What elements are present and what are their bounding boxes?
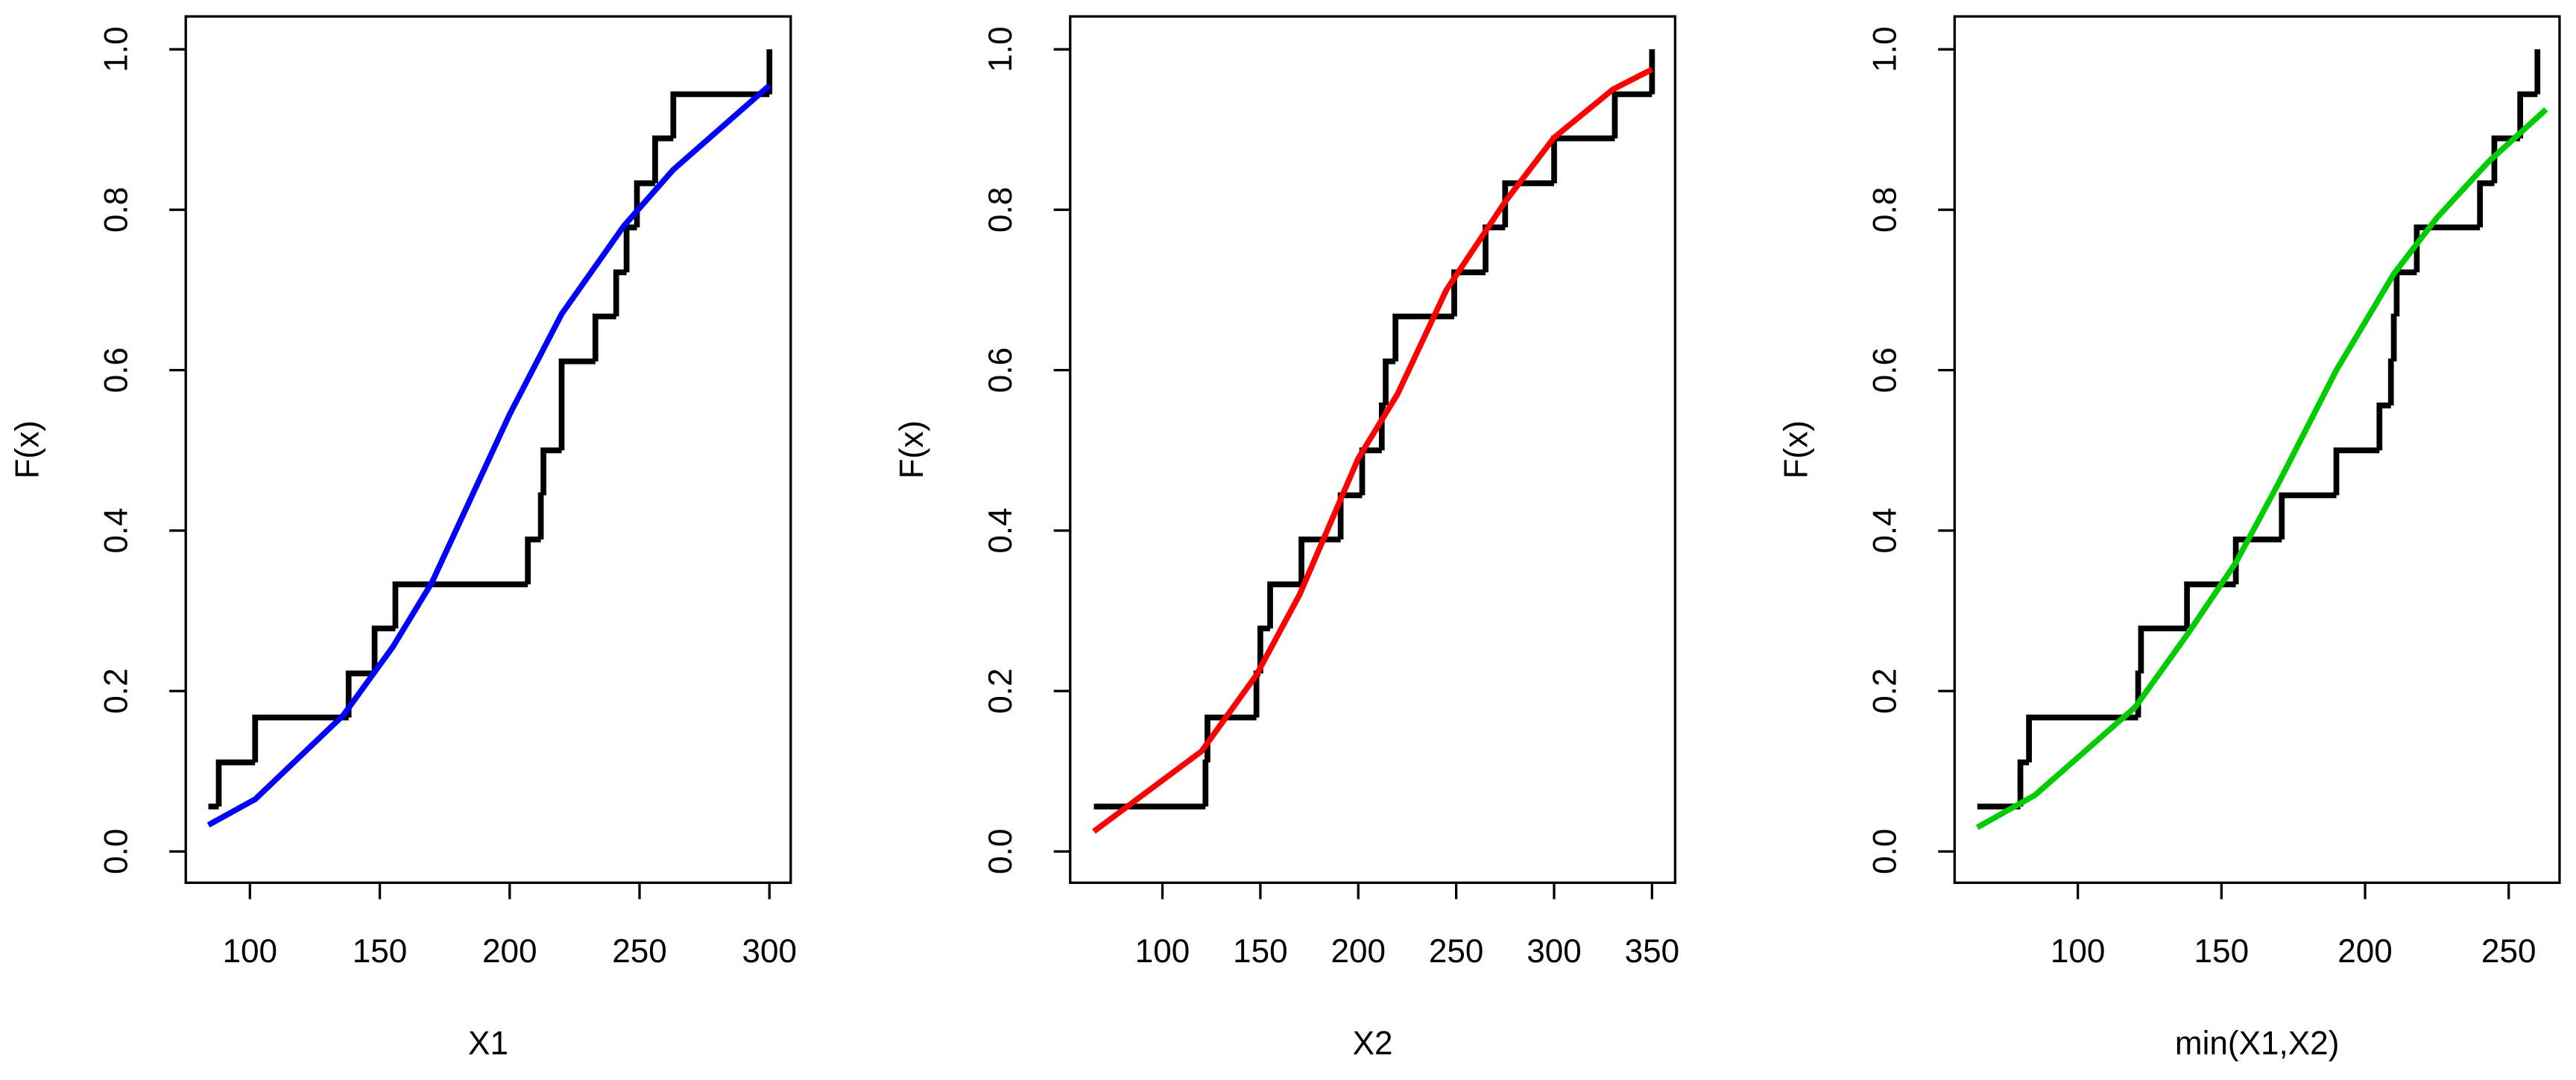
y-axis-label: F(x) [9, 420, 45, 479]
ecdf-step [537, 492, 544, 540]
ecdf-step [1205, 714, 1257, 762]
fit-line [1975, 107, 2548, 830]
ecdf-step [1359, 447, 1382, 496]
x-tick-label: 150 [2194, 933, 2250, 970]
y-tick-label: 0.6 [1867, 347, 1904, 393]
ecdf-step [525, 536, 541, 584]
ecdf-step [1451, 269, 1486, 317]
y-tick-label: 0.8 [98, 187, 134, 233]
ecdf-step [1298, 536, 1341, 584]
y-axis-label: F(x) [1778, 420, 1814, 479]
ecdf-step [1253, 670, 1260, 718]
ecdf-step [670, 91, 770, 139]
ecdf-step [1611, 91, 1652, 139]
fit-line [206, 83, 771, 828]
ecdf-step [2477, 180, 2495, 228]
ecdf-step [345, 670, 375, 718]
panel: 100 150 200 250 300 0.0 0.2 0.4 0.6 0.8 1.0 X1 F(x) [9, 15, 797, 1061]
ecdf-step [652, 135, 674, 183]
x-tick-label: 100 [2051, 933, 2106, 970]
ecdf-step [2026, 714, 2138, 762]
ecdf-step [1257, 625, 1271, 674]
ecdf-step [613, 269, 627, 317]
x-axis-label: min(X1,X2) [2175, 1025, 2340, 1061]
plot-frame [1953, 15, 2561, 884]
y-tick-label: 1.0 [98, 27, 134, 72]
x-tick-label: 150 [353, 933, 408, 970]
ecdf-step [558, 358, 596, 406]
y-tick-label: 0.2 [98, 668, 134, 713]
x-axis-label: X2 [1353, 1025, 1393, 1061]
ecdf-step [2017, 760, 2030, 807]
ecdf-step [1483, 224, 1506, 273]
x-tick-label: 250 [1429, 933, 1484, 970]
plot-frame [1069, 15, 1677, 884]
x-axis-label: X1 [468, 1025, 508, 1061]
x-tick-label: 300 [742, 933, 797, 970]
ecdf-step [1502, 180, 1555, 228]
ecdf-step [2279, 492, 2337, 540]
y-tick-label: 0.6 [98, 347, 134, 393]
y-tick-label: 0.0 [98, 829, 134, 874]
y-tick-label: 0.2 [982, 668, 1019, 713]
y-tick-label: 0.0 [1867, 829, 1904, 874]
ecdf-step [1383, 358, 1396, 406]
x-tick-label: 250 [612, 933, 667, 970]
ecdf-step [1267, 581, 1302, 629]
ecdf-step [252, 714, 349, 762]
y-axis-label: F(x) [894, 420, 930, 479]
y-tick-label: 0.4 [98, 508, 134, 553]
x-tick-label: 200 [1330, 933, 1386, 970]
x-tick-label: 200 [482, 933, 537, 970]
ecdf-step [2390, 313, 2397, 361]
y-tick-label: 0.2 [1867, 668, 1904, 713]
panel: 100 150 200 250 300 350 0.0 0.2 0.4 0.6 0.8 1.0 X2 F(… [894, 15, 1680, 1061]
x-tick-label: 350 [1625, 933, 1680, 970]
y-tick-label: 0.4 [1867, 508, 1904, 553]
ecdf-step [2232, 536, 2282, 584]
x-tick-label: 100 [1135, 933, 1190, 970]
ecdf-step [2414, 224, 2481, 273]
y-tick-label: 0.0 [982, 829, 1019, 874]
ecdf-step [2387, 358, 2394, 406]
ecdf-step [371, 625, 396, 674]
ecdf-step [2333, 447, 2380, 496]
ecdf-step [2517, 91, 2538, 139]
panel: 100 150 200 250 0.0 0.2 0.4 0.6 0.8 1.0 min(X1,X2)… [1778, 15, 2561, 1061]
ecdf-step [1337, 492, 1363, 540]
x-tick-label: 200 [2337, 933, 2393, 970]
ecdf-step [2393, 269, 2417, 317]
x-tick-label: 150 [1233, 933, 1288, 970]
ecdf-step [2376, 402, 2391, 451]
fit-line [1092, 66, 1654, 834]
y-tick-label: 0.6 [982, 347, 1019, 393]
plot-frame [184, 15, 792, 884]
ecdf-step [2138, 625, 2188, 674]
y-tick-label: 1.0 [982, 27, 1019, 72]
ecdf-step [623, 224, 637, 273]
x-tick-label: 100 [223, 933, 278, 970]
y-tick-label: 1.0 [1867, 27, 1904, 72]
ecdf-step [1202, 760, 1209, 807]
y-tick-label: 0.4 [982, 508, 1019, 553]
x-tick-label: 250 [2481, 933, 2536, 970]
y-tick-label: 0.8 [1867, 187, 1904, 233]
ecdf-step [215, 760, 256, 807]
ecdf-step [592, 313, 616, 361]
ecdf-step [1551, 135, 1615, 183]
ecdf-step [392, 581, 528, 629]
y-tick-label: 0.8 [982, 187, 1019, 233]
x-tick-label: 300 [1527, 933, 1582, 970]
ecdf-step [540, 447, 562, 496]
